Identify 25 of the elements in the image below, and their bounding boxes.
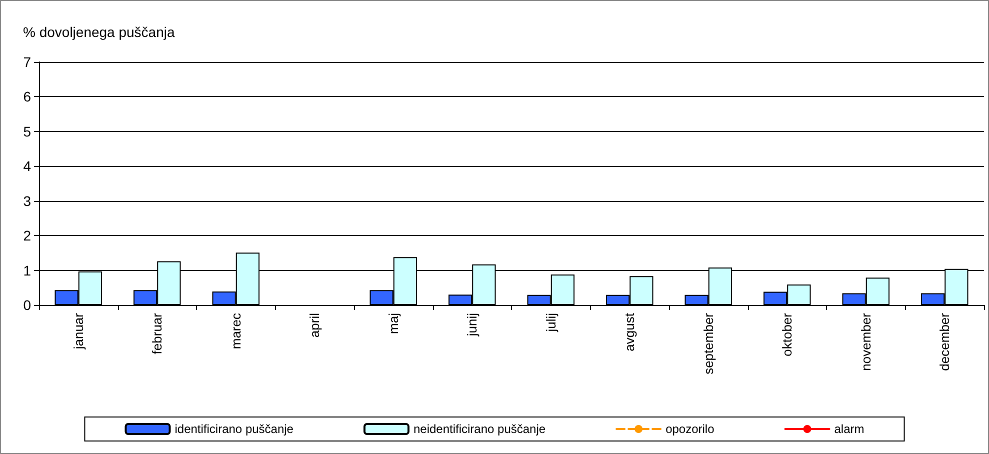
x-tick-label: marec [228, 312, 244, 350]
x-tick-label: april [307, 312, 322, 338]
y-tick-label: 7 [23, 54, 32, 70]
x-tick-label: oktober [780, 312, 795, 356]
x-tick-label: september [700, 312, 716, 374]
y-tick-label: 5 [23, 123, 32, 140]
x-tick-label: december [937, 312, 952, 371]
x-tick-label: november [858, 312, 874, 371]
y-tick-label: 0 [23, 297, 32, 313]
x-tick-label: junij [464, 312, 480, 338]
legend-label: opozorilo [666, 422, 715, 436]
x-tick-label: februar [150, 312, 165, 354]
legend-label: alarm [834, 422, 864, 436]
legend-label: identificirano puščanje [174, 422, 294, 436]
y-tick-label: 3 [23, 192, 32, 209]
y-tick-label: 2 [23, 228, 32, 244]
y-axis-title: % dovoljenega puščanja [23, 24, 175, 40]
legend-label: neidentificirano puščanje [413, 422, 546, 436]
y-tick-label: 4 [23, 158, 32, 174]
x-tick-label: julij [543, 312, 558, 333]
x-tick-label: avgust [622, 312, 638, 352]
y-tick-label: 6 [23, 88, 32, 105]
y-tick-label: 1 [23, 262, 32, 278]
x-tick-label: januar [70, 312, 86, 350]
x-tick-label: maj [386, 312, 401, 334]
